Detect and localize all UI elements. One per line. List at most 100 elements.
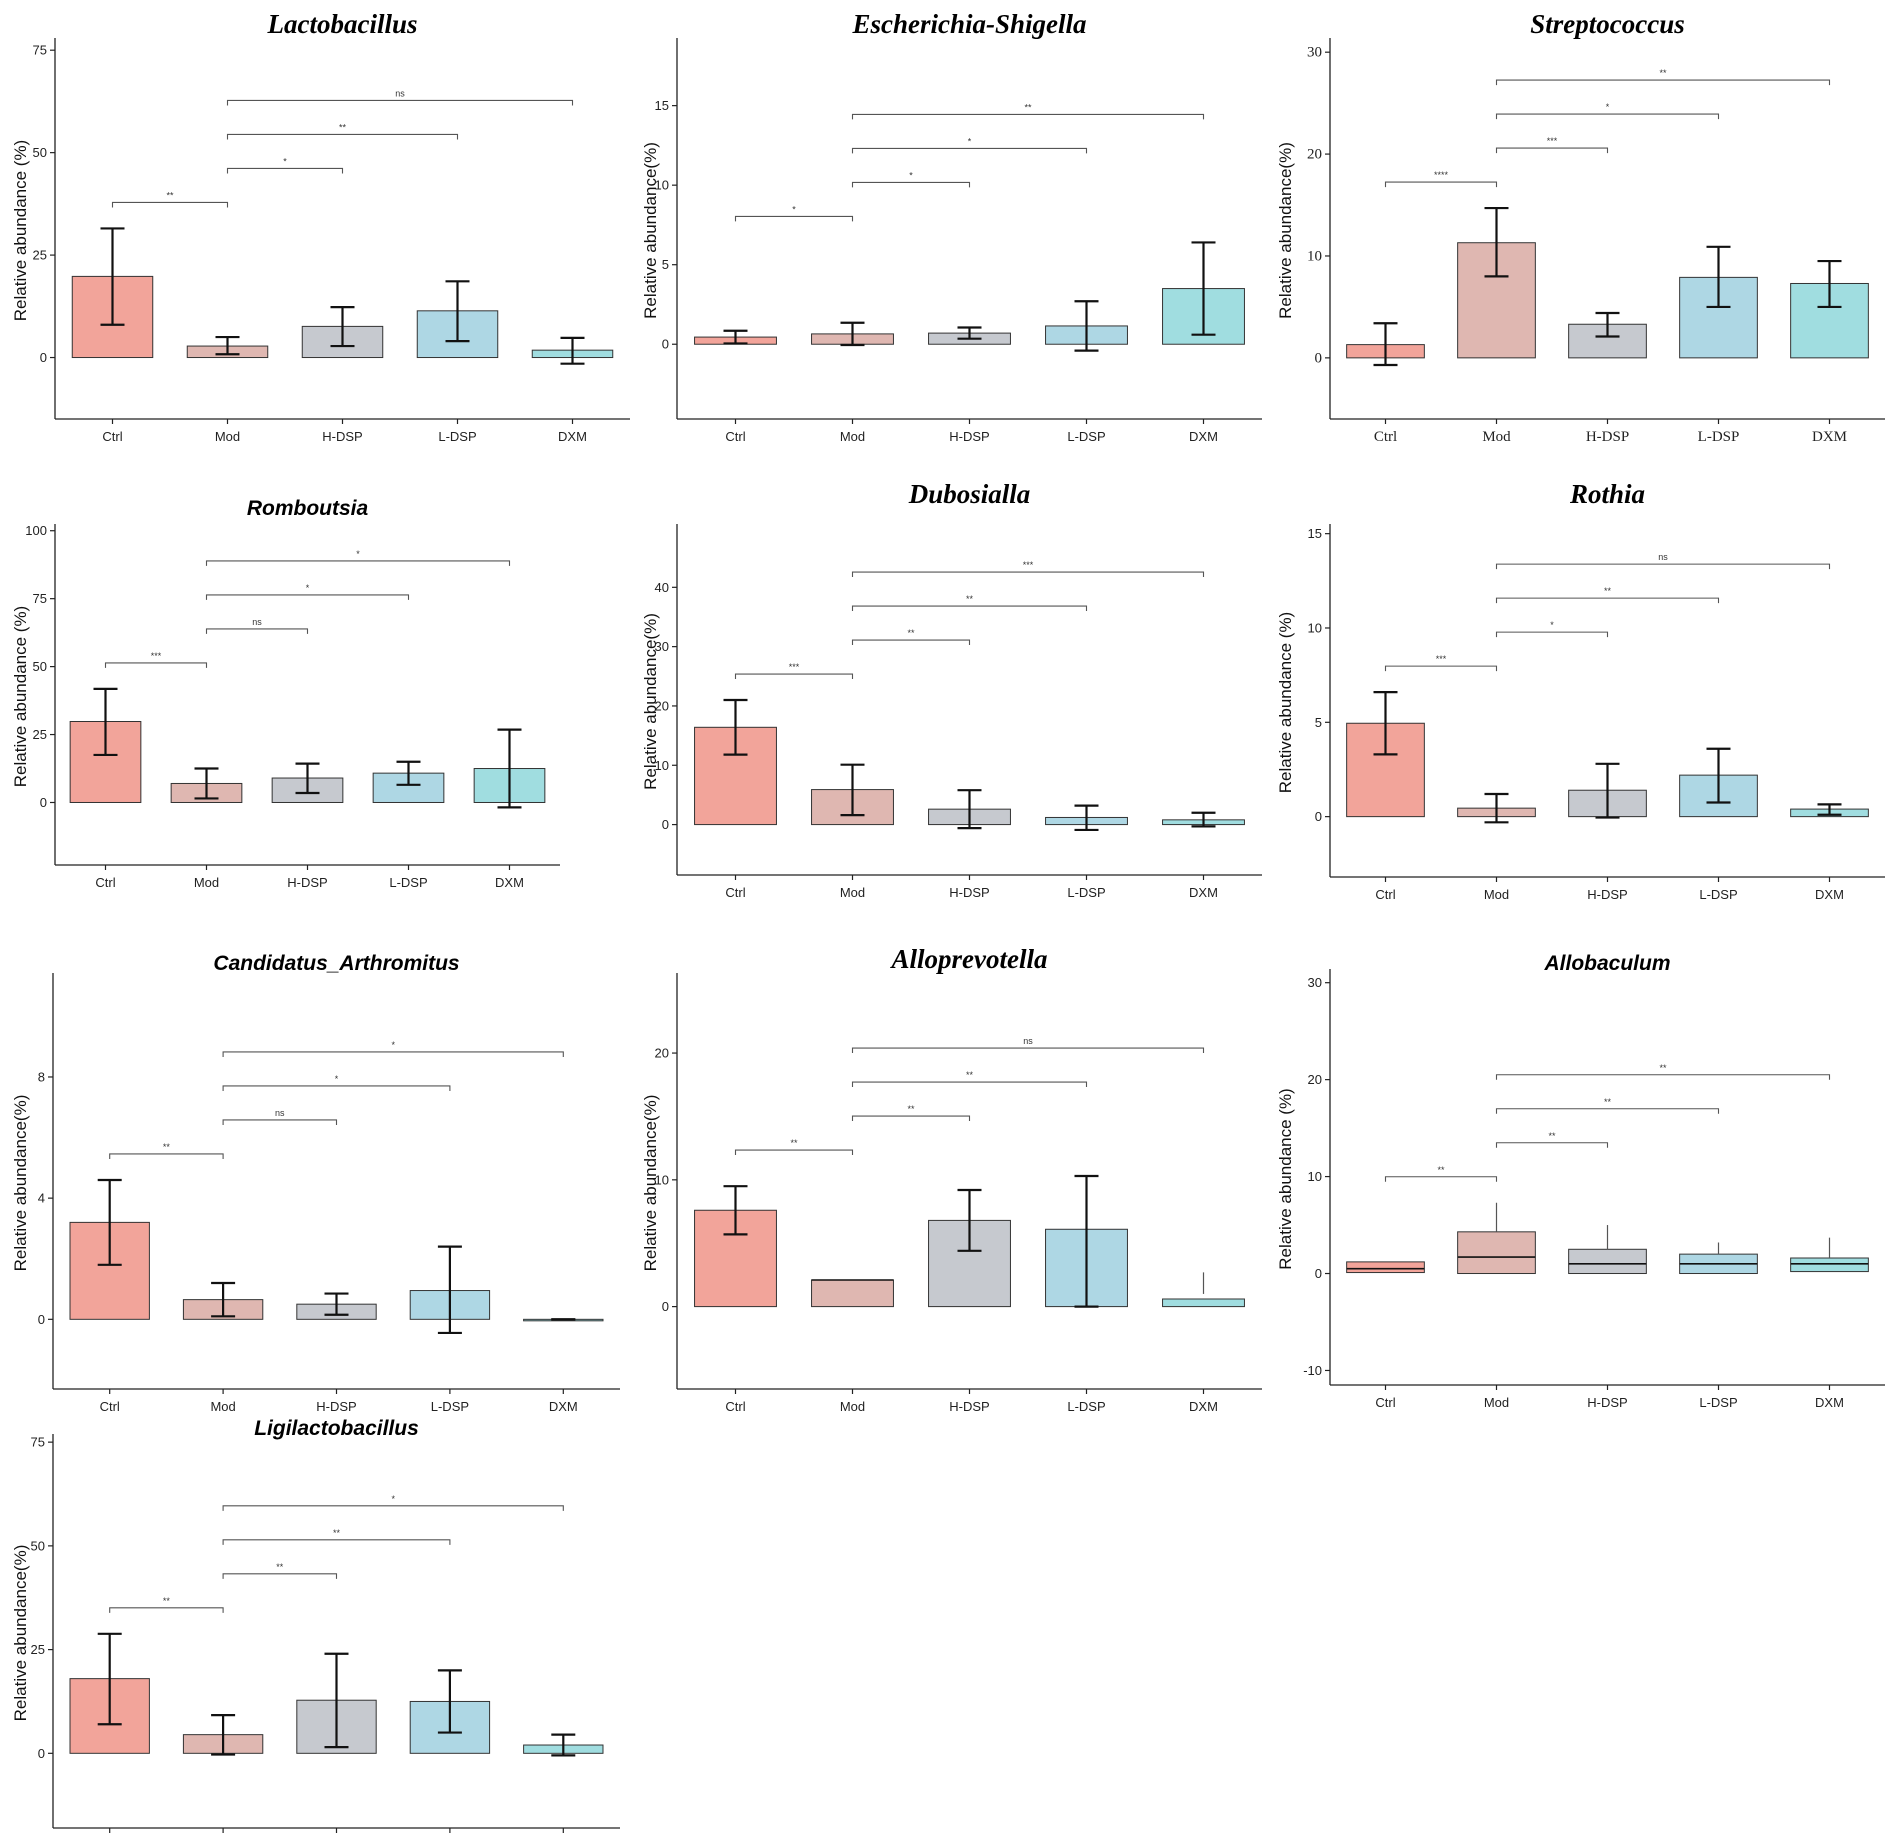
chart-panel-2: Escherichia-Shigella 0 5 10 15 Relative abund… [630,0,1270,450]
chart-title: Candidatus_Arthromitus [213,952,459,975]
y-tick-label: 30 [1307,45,1322,61]
significance-bracket [851,147,1088,154]
y-tick-label: 0 [662,817,669,832]
y-tick-label: 5 [1315,715,1322,730]
significance-label: * [968,136,972,146]
significance-label: ** [166,190,174,200]
x-tick-label: Mod [194,875,219,890]
significance-bracket [226,133,459,140]
chart-panel-10: Ligilactobacillus 0 25 50 75 Relative abundan… [0,1400,640,1838]
y-tick-label: 25 [31,1642,45,1657]
y-tick-label: 0 [38,1312,45,1327]
x-tick-label: H-DSP [949,429,989,444]
x-tick-label: L-DSP [1699,1395,1737,1410]
significance-bracket [1495,79,1831,86]
chart-panel-1: Lactobacillus 0 25 50 75 Relative abundance (… [0,0,640,450]
significance-label: ** [1437,1165,1445,1175]
x-tick-label: Mod [1482,429,1511,445]
y-tick-label: 50 [33,659,47,674]
chart-panel-5: Dubosialla 0 10 20 30 40 Relative abundance(%)… [630,470,1270,900]
significance-label: ** [790,1138,798,1148]
x-tick-label: H-DSP [1587,1395,1627,1410]
significance-label: ns [395,88,405,98]
significance-label: * [356,549,360,559]
y-axis-label: Relative abundance (%) [1276,612,1295,793]
significance-bracket [1495,113,1720,120]
y-tick-label: 40 [655,580,669,595]
y-tick-label: 10 [655,178,669,193]
significance-label: *** [1547,136,1558,146]
y-axis-label: Relative abundance(%) [1276,142,1295,319]
x-tick-label: H-DSP [949,1399,989,1414]
significance-label: ** [163,1596,171,1606]
chart-svg: Ligilactobacillus 0 25 50 75 Relative abundan… [11,1417,620,1833]
significance-bracket [1495,1142,1609,1148]
y-tick-label: 75 [33,591,47,606]
x-tick-label: H-DSP [1586,429,1629,445]
x-tick-label: Ctrl [95,875,115,890]
significance-bracket [851,1047,1205,1054]
x-tick-label: H-DSP [316,1399,356,1414]
chart-panel-8: Alloprevotella 0 10 20 Relative abundance(%)… [630,935,1270,1414]
x-tick-label: Mod [1484,887,1509,902]
chart-svg: Allobaculum -10 0 10 20 30 Relative abundance … [1276,952,1885,1410]
significance-label: ** [907,1104,915,1114]
x-tick-label: L-DSP [1698,429,1740,445]
box [1457,1231,1536,1275]
significance-bracket [111,201,229,208]
significance-bracket [226,167,344,174]
y-tick-label: 0 [1315,1266,1322,1281]
x-tick-label: Mod [215,429,240,444]
significance-label: ** [966,594,974,604]
x-tick-label: H-DSP [287,875,327,890]
y-tick-label: 10 [1308,1169,1322,1184]
significance-label: * [283,156,287,166]
significance-bracket [851,571,1205,578]
chart-panel-6: Rothia 0 5 10 15 Relative abundance (%) Ctrl Mo… [1265,470,1902,902]
significance-bracket [222,1119,338,1125]
chart-svg: Streptococcus 0 10 20 30 Relative abundance(%… [1276,9,1885,445]
significance-label: ** [1548,1131,1556,1141]
y-tick-label: 4 [38,1191,45,1206]
significance-bracket [1495,597,1720,604]
x-tick-label: DXM [1815,1395,1844,1410]
significance-label: * [391,1040,395,1050]
significance-label: **** [1434,170,1449,180]
chart-panel-7: Candidatus_Arthromitus 0 4 8 Relative abunda… [0,935,640,1414]
x-tick-label: L-DSP [438,429,476,444]
significance-label: ** [339,122,347,132]
y-tick-label: 20 [655,698,669,713]
significance-label: ** [907,628,915,638]
y-axis-label: Relative abundance (%) [11,606,30,787]
chart-title: Allobaculum [1543,952,1670,975]
significance-bracket [1495,1108,1720,1114]
chart-svg: Dubosialla 0 10 20 30 40 Relative abundance(%)… [641,479,1262,900]
y-axis-label: Relative abundance(%) [11,1095,30,1272]
x-tick-label: Mod [840,429,865,444]
x-tick-label: H-DSP [322,429,362,444]
y-tick-label: -10 [1303,1363,1322,1378]
significance-label: *** [789,662,800,672]
y-axis-label: Relative abundance(%) [641,142,660,319]
x-tick-label: Mod [210,1399,235,1414]
significance-label: ** [966,1070,974,1080]
significance-label: ** [333,1528,341,1538]
y-tick-label: 75 [31,1435,45,1450]
y-tick-label: 0 [1315,350,1323,366]
significance-bracket [205,628,309,634]
significance-bracket [1495,147,1609,154]
significance-bracket [222,1505,564,1511]
significance-bracket [1495,563,1831,570]
y-tick-label: 20 [655,1046,669,1061]
significance-label: ns [252,617,262,627]
y-tick-label: 5 [662,257,669,272]
significance-bracket [1495,631,1609,638]
significance-bracket [109,1153,224,1159]
x-tick-label: Ctrl [725,885,745,900]
significance-label: * [1550,620,1554,630]
significance-label: * [335,1074,339,1084]
x-tick-label: DXM [1189,1399,1218,1414]
significance-bracket [205,560,511,566]
chart-svg: Escherichia-Shigella 0 5 10 15 Relative abund… [641,9,1262,444]
y-tick-label: 0 [1315,809,1322,824]
